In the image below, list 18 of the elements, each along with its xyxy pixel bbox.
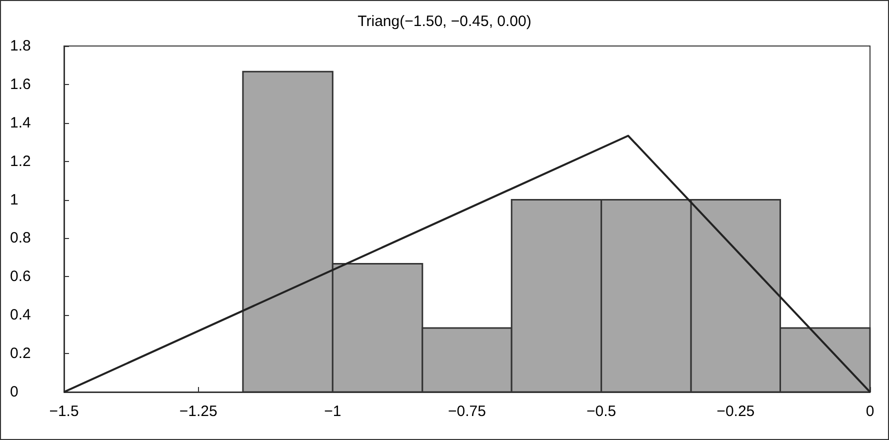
x-tick-label: −1: [324, 403, 342, 420]
y-tick-label: 0.8: [10, 230, 31, 247]
y-tick-label: 1.2: [10, 152, 31, 170]
x-tick-label: −0.75: [448, 403, 486, 420]
y-tick-label: 0.2: [10, 345, 31, 362]
y-tick-label: 1.8: [10, 38, 31, 54]
x-tick-label: −0.5: [586, 403, 616, 420]
y-tick-label: 1.4: [10, 114, 31, 132]
chart-title: Triang(−1.50, −0.45, 0.00): [358, 13, 532, 30]
y-tick-label: 0.4: [10, 306, 31, 324]
x-tick-label: 0: [866, 403, 874, 420]
y-tick-label: 0: [10, 384, 18, 400]
x-tick-label: −0.25: [716, 403, 755, 420]
y-tick-label: 0.6: [10, 268, 31, 286]
x-tick-label: −1.25: [179, 403, 218, 420]
y-tick-label: 1: [10, 191, 18, 208]
x-tick-label: −1.5: [49, 403, 79, 420]
y-tick-label: 1.6: [10, 76, 31, 93]
